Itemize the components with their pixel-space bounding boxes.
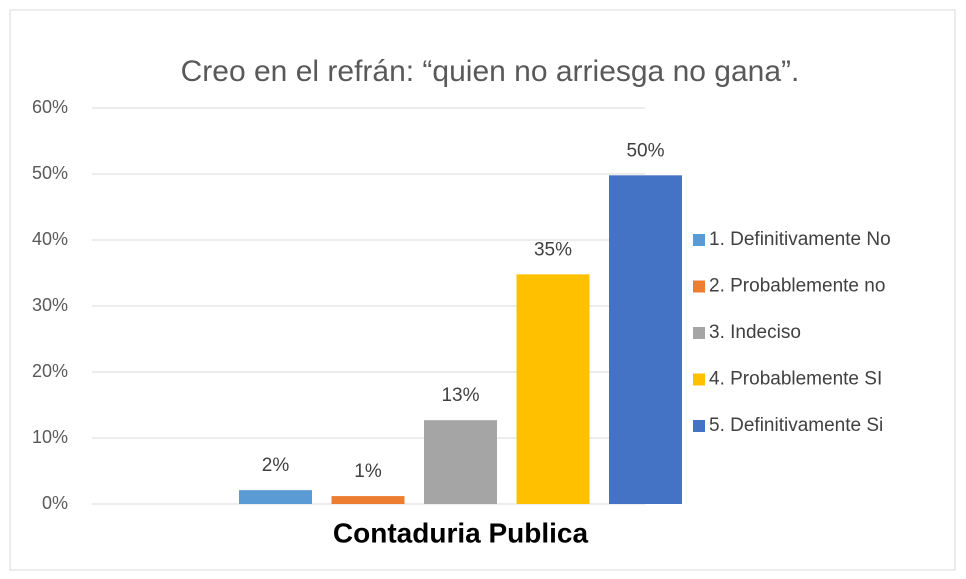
data-label: 1%	[354, 461, 382, 482]
legend-label: 3. Indeciso	[709, 322, 801, 343]
bar	[239, 490, 312, 504]
bar	[609, 175, 682, 504]
data-label: 2%	[262, 455, 290, 476]
y-tick-label: 60%	[32, 97, 68, 117]
y-tick-label: 10%	[32, 427, 68, 447]
data-label: 50%	[626, 140, 664, 161]
y-tick-label: 40%	[32, 229, 68, 249]
data-label: 13%	[441, 385, 479, 406]
legend-label: 2. Probablemente no	[709, 276, 885, 297]
legend-swatch	[693, 420, 705, 432]
y-tick-label: 30%	[32, 295, 68, 315]
data-label: 35%	[534, 239, 572, 260]
legend-label: 5. Definitivamente Si	[709, 415, 883, 436]
x-tick-label: Contaduria Publica	[333, 517, 589, 548]
legend-swatch	[693, 280, 705, 293]
bar	[424, 420, 497, 504]
bar	[516, 274, 590, 504]
legend-swatch	[693, 373, 705, 386]
bar	[331, 496, 405, 504]
y-tick-label: 20%	[32, 361, 68, 381]
y-tick-label: 50%	[32, 163, 68, 183]
legend-swatch	[693, 327, 705, 339]
legend-label: 1. Definitivamente No	[709, 229, 891, 250]
y-tick-label: 0%	[42, 493, 68, 513]
chart-title: Creo en el refrán: “quien no arriesga no…	[181, 55, 800, 88]
legend-label: 4. Probablemente SI	[709, 369, 882, 390]
legend-swatch	[693, 234, 705, 246]
